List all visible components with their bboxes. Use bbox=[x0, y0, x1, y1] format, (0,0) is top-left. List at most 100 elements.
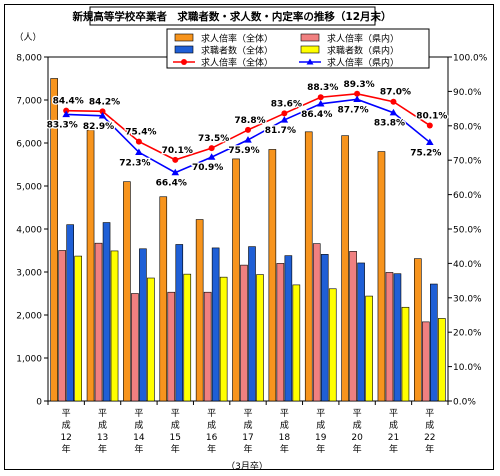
line-marker-1 bbox=[390, 98, 397, 105]
y-right-tick-label: 80.0% bbox=[453, 122, 482, 132]
data-label-1: 73.5% bbox=[198, 134, 229, 144]
line-marker-2 bbox=[62, 110, 70, 118]
x-category-label: 成 bbox=[62, 419, 71, 431]
x-category-label: 平 bbox=[207, 408, 216, 419]
y-right-tick-label: 30.0% bbox=[453, 294, 482, 304]
y-right-tick-label: 100.0% bbox=[453, 54, 488, 64]
line-marker-2 bbox=[135, 148, 143, 155]
bar-1 bbox=[50, 78, 58, 402]
data-label-2: 83.3% bbox=[47, 120, 78, 130]
legend-label: 求職者数（全体） bbox=[201, 45, 273, 57]
bar-2 bbox=[276, 263, 285, 402]
data-label-1: 84.2% bbox=[89, 97, 120, 107]
data-label-1: 88.3% bbox=[307, 83, 338, 93]
y-right-tick-label: 0.0% bbox=[453, 398, 476, 408]
bar-4 bbox=[110, 250, 119, 402]
x-category-label: 17 bbox=[242, 433, 253, 443]
x-category-label: 年 bbox=[389, 443, 398, 455]
y-left-tick-label: 6,000 bbox=[16, 140, 42, 150]
x-category-label: 15 bbox=[170, 433, 181, 443]
legend-swatch bbox=[174, 33, 194, 42]
legend-label: 求人倍率（全体） bbox=[201, 33, 273, 45]
y-left-tick-label: 0 bbox=[36, 398, 42, 408]
x-category-label: 成 bbox=[243, 419, 252, 431]
x-category-label: 成 bbox=[280, 419, 289, 431]
x-category-label: 成 bbox=[389, 419, 398, 431]
y-right-tick-label: 50.0% bbox=[453, 226, 482, 236]
y-right-tick-label: 20.0% bbox=[453, 329, 482, 339]
x-category-label: 成 bbox=[134, 419, 143, 431]
data-label-2: 82.9% bbox=[83, 122, 114, 132]
x-category-label: 年 bbox=[207, 443, 216, 455]
legend-label: 求人倍率（県内） bbox=[327, 57, 399, 69]
y-left-tick-label: 4,000 bbox=[16, 226, 42, 236]
y-axis-unit-label: （人） bbox=[14, 32, 41, 43]
legend-swatch bbox=[300, 45, 320, 54]
bar-1 bbox=[304, 131, 313, 402]
x-category-label: 成 bbox=[316, 419, 325, 431]
x-category-label: 年 bbox=[171, 443, 180, 455]
x-category-label: 14 bbox=[133, 433, 145, 443]
bar-3 bbox=[175, 244, 184, 402]
x-axis-note: （3月卒） bbox=[226, 460, 268, 472]
x-category-label: 平 bbox=[243, 408, 252, 419]
bar-2 bbox=[312, 243, 321, 402]
x-category-label: 13 bbox=[97, 433, 108, 443]
line-marker-1 bbox=[354, 90, 361, 97]
bar-3 bbox=[284, 255, 293, 402]
x-category-label: 平 bbox=[171, 408, 180, 419]
x-category-label: 16 bbox=[206, 433, 218, 443]
data-label-2: 75.2% bbox=[410, 148, 441, 158]
bar-1 bbox=[268, 149, 277, 402]
y-right-tick-label: 10.0% bbox=[453, 363, 482, 373]
bar-3 bbox=[393, 273, 402, 402]
x-category-label: 年 bbox=[98, 443, 107, 455]
bar-4 bbox=[438, 318, 446, 402]
y-left-tick-label: 7,000 bbox=[16, 97, 42, 107]
x-category-label: 年 bbox=[425, 443, 434, 455]
bar-3 bbox=[102, 222, 111, 402]
y-right-tick-label: 90.0% bbox=[453, 88, 482, 98]
y-left-tick-label: 2,000 bbox=[16, 312, 42, 322]
legend-label: 求人倍率（県内） bbox=[327, 33, 399, 45]
bar-2 bbox=[385, 272, 394, 402]
x-category-label: 平 bbox=[62, 408, 71, 419]
y-left-tick-label: 3,000 bbox=[16, 269, 42, 279]
data-label-1: 70.1% bbox=[162, 146, 193, 156]
x-category-label: 年 bbox=[243, 443, 252, 455]
line-marker-1 bbox=[281, 110, 288, 117]
y-right-tick-label: 70.0% bbox=[453, 157, 482, 167]
legend-box bbox=[166, 28, 430, 69]
y-right-tick-label: 60.0% bbox=[453, 191, 482, 201]
bar-4 bbox=[256, 274, 264, 402]
bar-1 bbox=[232, 158, 240, 402]
x-category-label: 年 bbox=[280, 443, 289, 455]
x-category-label: 平 bbox=[134, 408, 143, 419]
x-category-label: 平 bbox=[316, 408, 325, 419]
x-category-label: 21 bbox=[388, 433, 399, 443]
y-right-tick-label: 40.0% bbox=[453, 260, 482, 270]
x-category-label: 平 bbox=[425, 408, 434, 419]
legend-label: 求人倍率（全体） bbox=[201, 57, 273, 69]
x-category-label: 年 bbox=[134, 443, 143, 455]
x-category-label: 22 bbox=[424, 433, 435, 443]
bar-1 bbox=[414, 258, 422, 402]
line-marker-1 bbox=[99, 108, 106, 115]
data-label-2: 81.7% bbox=[265, 126, 296, 136]
data-label-1: 84.4% bbox=[53, 97, 84, 107]
x-category-label: 12 bbox=[60, 433, 71, 443]
line-marker-2 bbox=[171, 168, 180, 176]
bar-2 bbox=[422, 321, 430, 402]
data-label-2: 72.3% bbox=[119, 158, 150, 168]
line-marker-2 bbox=[244, 136, 252, 143]
line-marker-1 bbox=[172, 156, 179, 163]
bar-1 bbox=[123, 181, 131, 402]
line-marker-1 bbox=[317, 94, 324, 101]
y-left-tick-label: 8,000 bbox=[16, 54, 42, 64]
bar-4 bbox=[292, 284, 301, 402]
data-label-2: 75.9% bbox=[228, 146, 259, 156]
bar-1 bbox=[341, 135, 349, 402]
bar-1 bbox=[159, 196, 168, 402]
bar-1 bbox=[86, 129, 95, 402]
